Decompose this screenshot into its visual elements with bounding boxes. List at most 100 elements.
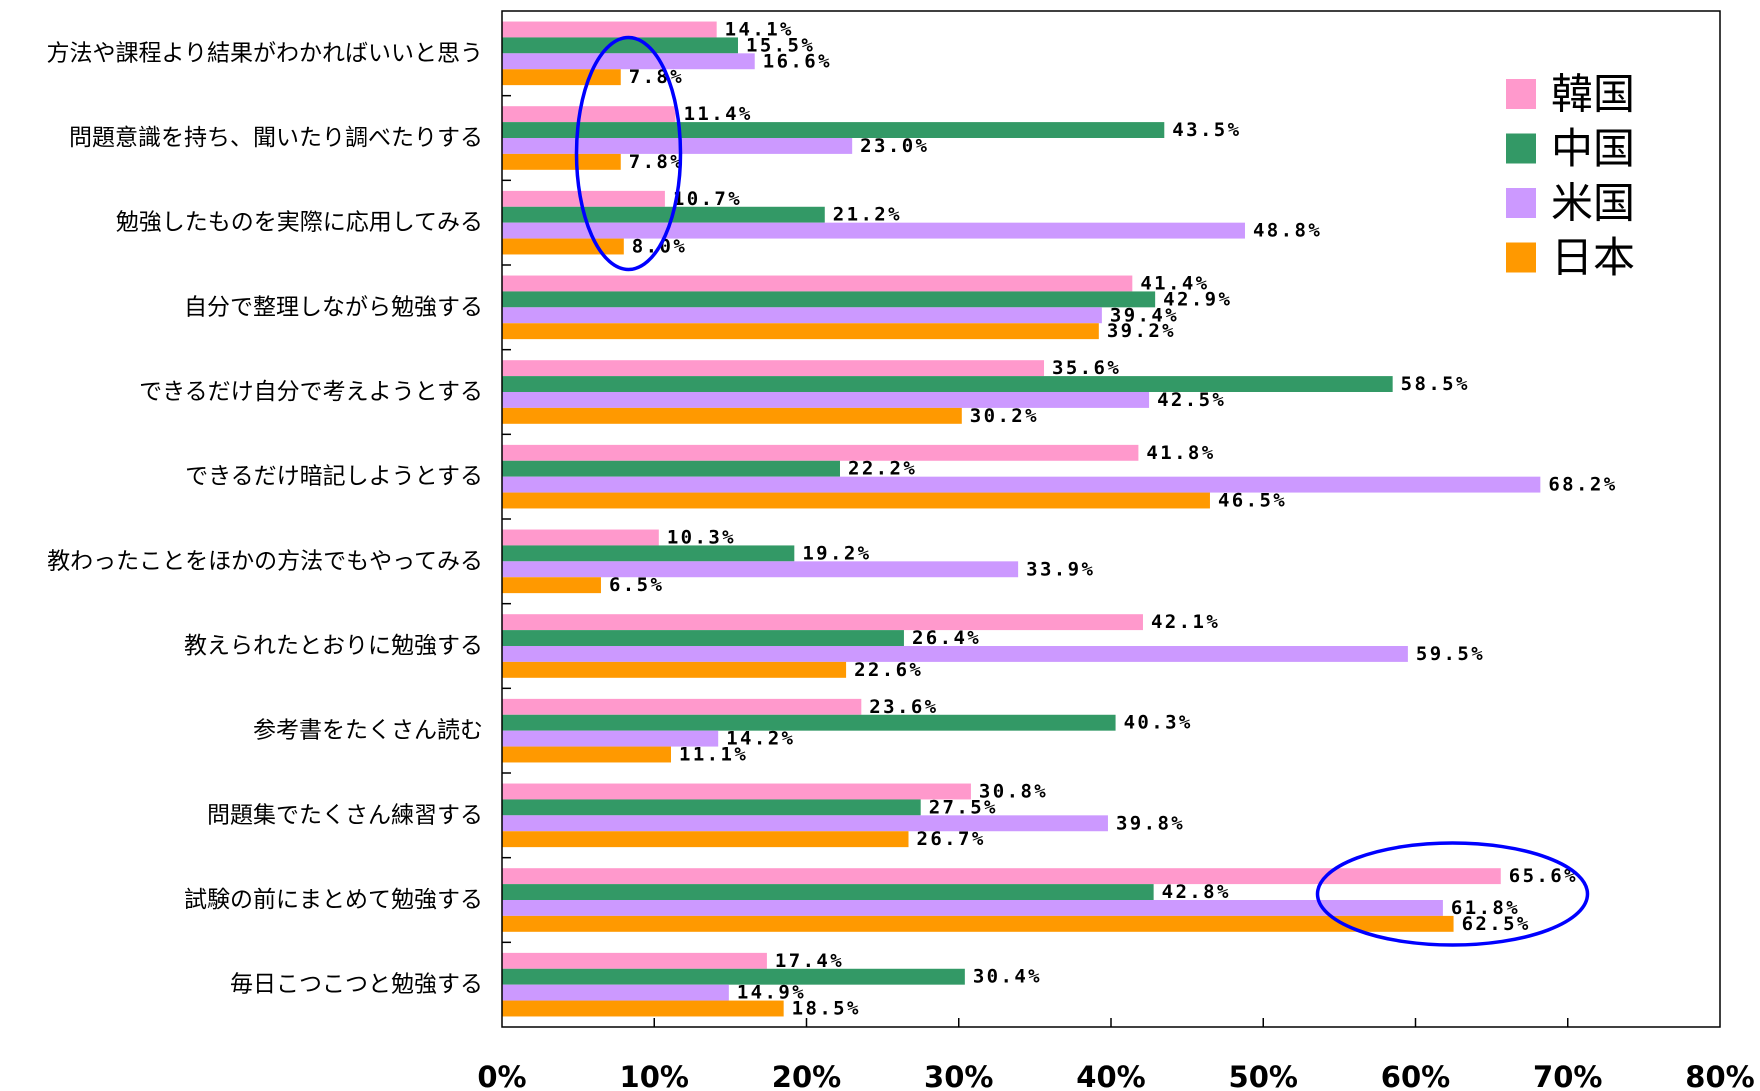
data-label-series-4-row-10: 26.7% <box>917 828 986 850</box>
x-tick-label: 60% <box>1381 1060 1450 1091</box>
bar-series-2-row-3 <box>502 206 825 223</box>
data-label-series-3-row-4: 39.4% <box>1110 304 1179 326</box>
bar-series-3-row-5 <box>502 392 1150 408</box>
data-label-series-2-row-11: 42.8% <box>1162 881 1231 903</box>
bar-series-4-row-6 <box>502 492 1210 509</box>
category-label-4: 自分で整理しながら勉強する <box>184 294 483 320</box>
bar-series-4-row-7 <box>502 577 601 594</box>
bars <box>502 21 1541 1017</box>
bar-series-4-row-10 <box>502 831 909 848</box>
bar-series-4-row-5 <box>502 407 962 424</box>
legend-label: 米国 <box>1551 179 1635 228</box>
bar-series-2-row-9 <box>502 714 1116 731</box>
category-label-9: 参考書をたくさん読む <box>253 718 483 744</box>
category-label-1: 方法や課程より結果がわかればいいと思う <box>46 40 483 66</box>
data-label-series-3-row-9: 14.2% <box>726 728 795 750</box>
bar-series-3-row-3 <box>502 222 1245 239</box>
bar-series-1-row-2 <box>502 106 676 123</box>
data-label-series-3-row-2: 23.0% <box>860 135 929 157</box>
data-label-series-4-row-6: 46.5% <box>1218 490 1287 512</box>
bar-series-2-row-4 <box>502 291 1156 308</box>
bar-series-3-row-8 <box>502 646 1408 662</box>
legend-swatch <box>1506 242 1536 273</box>
bar-series-1-row-8 <box>502 614 1143 631</box>
bar-series-4-row-8 <box>502 661 847 678</box>
highlight-ellipse-lower <box>1315 841 1590 947</box>
x-tick-label: 80% <box>1685 1060 1754 1091</box>
category-label-10: 問題集でたくさん練習する <box>207 802 483 828</box>
bar-series-1-row-10 <box>502 783 971 800</box>
bar-series-2-row-1 <box>502 37 738 54</box>
bar-series-3-row-12 <box>502 984 729 1001</box>
data-label-series-1-row-1: 14.1% <box>725 18 794 40</box>
value-axis-labels: 0% 10% 20% 30% 40% 50% 60% 70% 80% <box>477 1060 1754 1091</box>
data-label-series-3-row-12: 14.9% <box>737 982 806 1004</box>
bar-series-4-row-2 <box>502 153 621 170</box>
bar-series-2-row-8 <box>502 630 904 646</box>
x-tick-label: 0% <box>477 1060 526 1091</box>
legend-item-3: 米国 <box>1506 179 1635 228</box>
bar-series-2-row-2 <box>502 122 1165 138</box>
data-label-series-4-row-9: 11.1% <box>679 744 748 766</box>
data-label-series-1-row-8: 42.1% <box>1151 611 1220 633</box>
legend-swatch <box>1506 133 1536 164</box>
bar-series-4-row-4 <box>502 323 1099 340</box>
data-label-series-3-row-7: 33.9% <box>1026 558 1095 580</box>
data-label-series-3-row-5: 42.5% <box>1157 389 1226 411</box>
data-label-series-2-row-12: 30.4% <box>973 966 1042 988</box>
data-label-series-4-row-12: 18.5% <box>792 998 861 1020</box>
data-label-series-2-row-6: 22.2% <box>848 458 917 480</box>
data-label-series-4-row-7: 6.5% <box>609 574 664 596</box>
x-tick-label: 10% <box>620 1060 689 1091</box>
category-axis-labels: 方法や課程より結果がわかればいいと思う問題意識を持ち、聞いたり調べたりする勉強し… <box>46 40 483 997</box>
data-label-series-1-row-10: 30.8% <box>979 780 1048 802</box>
data-label-series-1-row-11: 65.6% <box>1509 865 1578 887</box>
legend-swatch <box>1506 79 1536 109</box>
legend-item-4: 日本 <box>1506 233 1635 282</box>
bar-series-2-row-6 <box>502 460 840 477</box>
category-label-2: 問題意識を持ち、聞いたり調べたりする <box>69 125 483 151</box>
bar-series-3-row-4 <box>502 307 1102 324</box>
data-label-series-3-row-3: 48.8% <box>1253 220 1322 242</box>
data-label-series-3-row-1: 16.6% <box>763 50 832 72</box>
data-label-series-1-row-5: 35.6% <box>1052 357 1121 379</box>
data-label-series-2-row-3: 21.2% <box>833 204 902 226</box>
x-tick-label: 40% <box>1076 1060 1145 1091</box>
bar-series-4-row-11 <box>502 915 1454 932</box>
legend-item-2: 中国 <box>1506 124 1635 173</box>
data-label-series-2-row-2: 43.5% <box>1172 119 1241 141</box>
bar-series-1-row-11 <box>502 868 1501 885</box>
bar-series-1-row-4 <box>502 275 1133 292</box>
bar-series-3-row-6 <box>502 476 1541 493</box>
data-label-series-2-row-5: 58.5% <box>1401 373 1470 395</box>
bar-series-4-row-12 <box>502 1000 784 1017</box>
data-label-series-4-row-11: 62.5% <box>1462 913 1531 935</box>
category-label-12: 毎日こつこつと勉強する <box>230 972 483 998</box>
category-label-8: 教えられたとおりに勉強する <box>184 633 483 659</box>
bar-series-3-row-7 <box>502 561 1019 578</box>
axis-ticks <box>502 94 1569 1027</box>
data-label-series-3-row-10: 39.8% <box>1116 812 1185 834</box>
bar-series-2-row-11 <box>502 884 1154 900</box>
data-label-series-1-row-6: 41.8% <box>1146 442 1215 464</box>
data-label-series-2-row-10: 27.5% <box>929 796 998 818</box>
data-label-series-1-row-3: 10.7% <box>673 188 742 210</box>
data-label-series-4-row-2: 7.8% <box>629 151 684 173</box>
bar-series-3-row-9 <box>502 730 719 747</box>
data-label-series-4-row-8: 22.6% <box>854 659 923 681</box>
data-label-series-2-row-8: 26.4% <box>912 627 981 649</box>
category-label-6: できるだけ暗記しようとする <box>185 464 483 490</box>
x-tick-label: 30% <box>924 1060 993 1091</box>
bar-series-4-row-3 <box>502 238 624 255</box>
data-label-series-2-row-9: 40.3% <box>1124 712 1193 734</box>
data-label-series-1-row-12: 17.4% <box>775 950 844 972</box>
data-label-series-4-row-1: 7.8% <box>629 66 684 88</box>
bar-series-4-row-1 <box>502 69 621 86</box>
category-label-5: できるだけ自分で考えようとする <box>139 379 483 405</box>
data-label-series-2-row-4: 42.9% <box>1163 288 1232 310</box>
bar-series-2-row-12 <box>502 968 965 985</box>
legend-swatch <box>1506 188 1536 218</box>
data-label-series-3-row-8: 59.5% <box>1416 643 1485 665</box>
data-label-series-4-row-5: 30.2% <box>970 405 1039 427</box>
